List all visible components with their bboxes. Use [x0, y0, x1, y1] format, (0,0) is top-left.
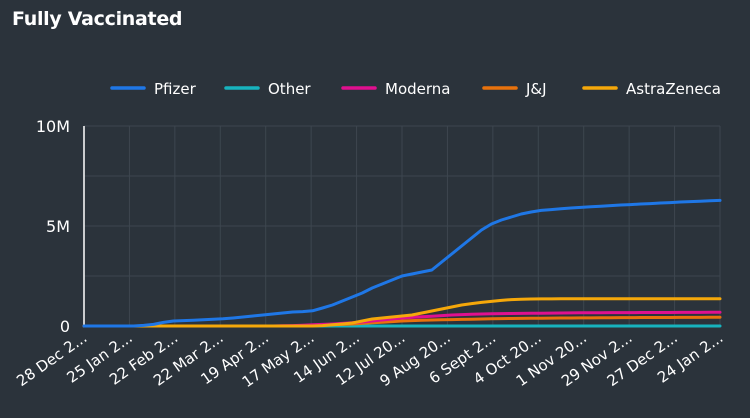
- y-axis-ticks: 0 5M 10M: [36, 117, 70, 336]
- legend-label: AstraZeneca: [626, 80, 721, 98]
- legend-item-other[interactable]: Other: [224, 80, 311, 98]
- legend-item-pfizer[interactable]: Pfizer: [110, 80, 197, 98]
- series-layer: [82, 198, 722, 328]
- legend-item-astrazeneca[interactable]: AstraZeneca: [582, 80, 721, 98]
- y-tick-label: 10M: [36, 117, 70, 136]
- chart-title: Fully Vaccinated: [12, 8, 183, 30]
- series-line-pfizer[interactable]: [82, 198, 722, 328]
- legend-label: Other: [268, 80, 311, 98]
- legend-label: Moderna: [385, 80, 450, 98]
- grid-lines: [83, 125, 721, 327]
- legend-label: Pfizer: [154, 80, 197, 98]
- x-axis-ticks: 28 Dec 2...25 Jan 2...22 Feb 2...22 Mar …: [13, 329, 726, 392]
- y-tick-label: 5M: [46, 217, 70, 236]
- legend[interactable]: Pfizer Other Moderna J&J AstraZeneca: [110, 80, 721, 98]
- y-tick-label: 0: [60, 317, 70, 336]
- legend-item-j-j[interactable]: J&J: [482, 80, 547, 98]
- series-line-astrazeneca[interactable]: [82, 297, 722, 328]
- legend-item-moderna[interactable]: Moderna: [341, 80, 450, 98]
- legend-label: J&J: [525, 80, 547, 98]
